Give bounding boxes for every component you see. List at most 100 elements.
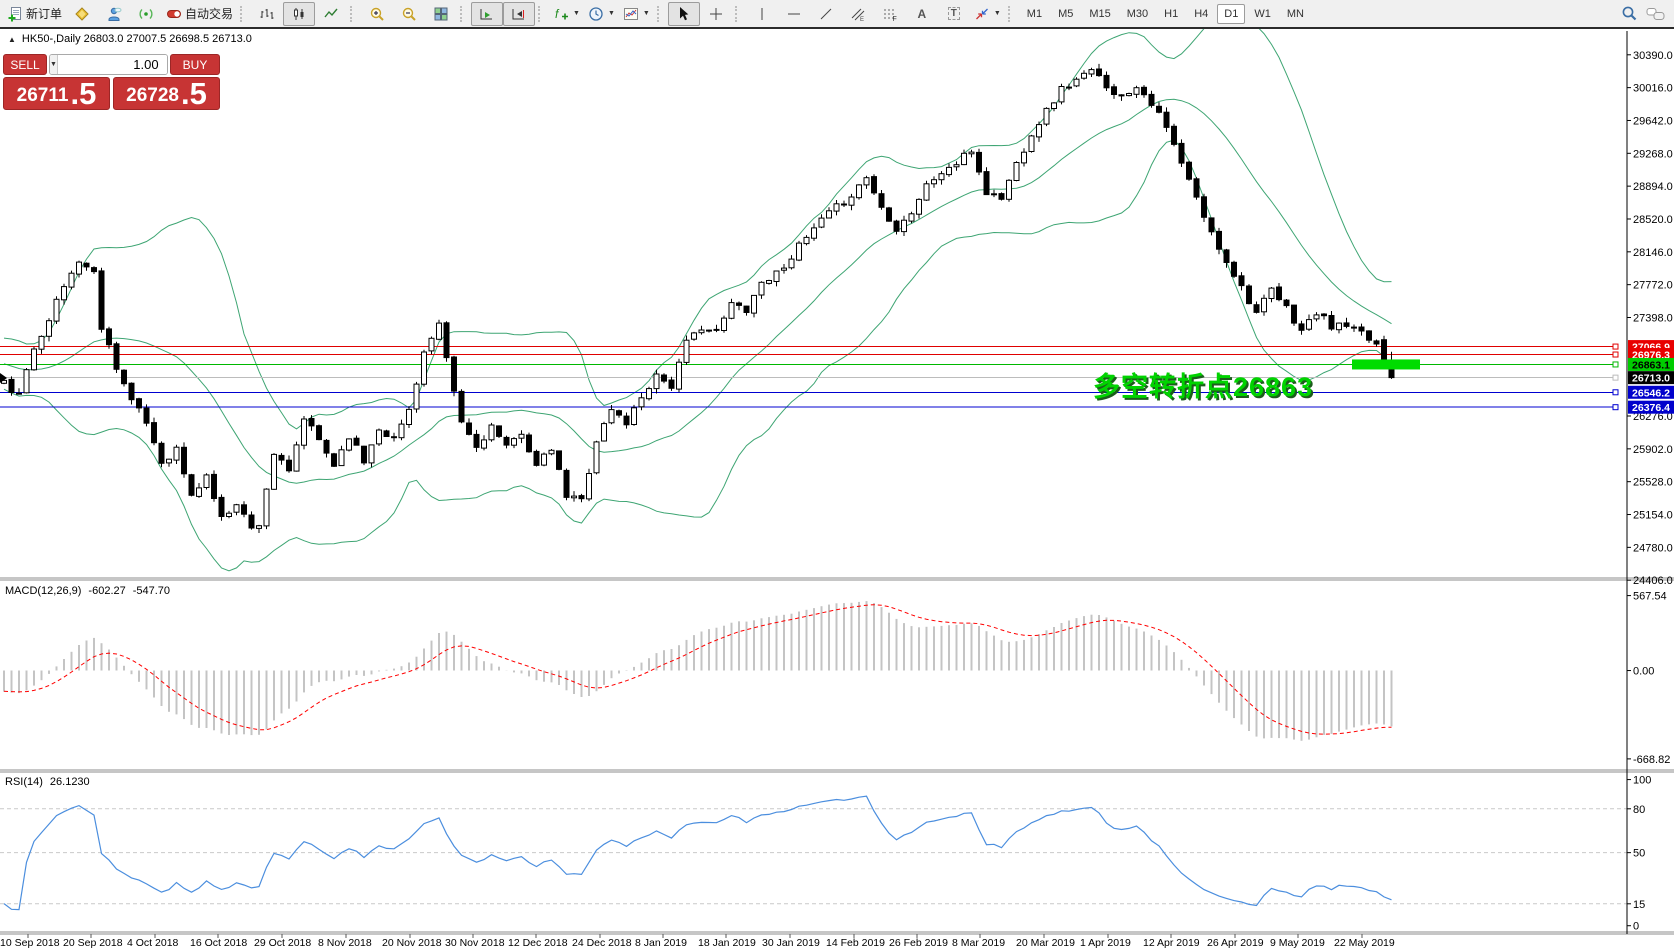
candle-body bbox=[1051, 102, 1057, 110]
candle-body bbox=[1103, 74, 1110, 89]
text-label-icon: T bbox=[947, 7, 960, 20]
candle-body bbox=[848, 196, 855, 206]
candle-body bbox=[466, 422, 472, 435]
indicators-list-button[interactable]: f ▼ bbox=[549, 2, 584, 26]
trendline-tool-button[interactable] bbox=[810, 2, 842, 26]
candle-body bbox=[8, 378, 15, 393]
templates-button[interactable]: ▼ bbox=[619, 2, 654, 26]
candle-body bbox=[376, 429, 382, 445]
price-tick-label: 26276.0 bbox=[1633, 411, 1673, 423]
timeframe-button-m15[interactable]: M15 bbox=[1089, 7, 1111, 20]
candle-body bbox=[916, 198, 922, 215]
candle-body bbox=[1021, 151, 1027, 164]
diamond-icon bbox=[75, 6, 89, 21]
price-flag-bg bbox=[1628, 371, 1674, 385]
new-order-label: 新订单 bbox=[26, 7, 63, 21]
horizontal-line-tool-button[interactable] bbox=[778, 2, 810, 26]
buy-price-display[interactable]: 26728 .5 bbox=[113, 77, 220, 110]
vertical-line-tool-button[interactable] bbox=[746, 2, 778, 26]
metaeditor-button[interactable] bbox=[66, 2, 98, 26]
community-button[interactable] bbox=[98, 2, 130, 26]
candle-body bbox=[721, 317, 727, 332]
tile-windows-button[interactable] bbox=[425, 2, 457, 26]
chart-window: 30390.0 30016.0 29642.0 29268.0 28894.0 28520… bbox=[0, 27, 1674, 949]
price-tick-label: 27772.0 bbox=[1633, 280, 1673, 292]
trendline-icon bbox=[820, 8, 832, 19]
timeframe-button-mn[interactable]: MN bbox=[1286, 7, 1304, 20]
candle-body bbox=[286, 459, 292, 472]
sell-price-display[interactable]: 26711 .5 bbox=[3, 77, 110, 110]
zoom-in-button[interactable] bbox=[361, 2, 393, 26]
date-label: 30 Jan 2019 bbox=[762, 937, 820, 949]
date-label: 8 Mar 2019 bbox=[952, 937, 1005, 949]
toolbar-separator bbox=[240, 5, 246, 22]
autotrading-button[interactable]: 自动交易 bbox=[162, 2, 237, 26]
date-axis: 10 Sep 2018 20 Sep 2018 4 Oct 2018 16 Oct 2… bbox=[0, 934, 1395, 949]
chat-icon[interactable] bbox=[1646, 6, 1666, 22]
periods-button[interactable]: ▼ bbox=[584, 2, 619, 26]
timeframe-button-m1[interactable]: M1 bbox=[1026, 7, 1043, 20]
signals-button[interactable] bbox=[130, 2, 162, 26]
timeframe-button-w1[interactable]: W1 bbox=[1254, 7, 1271, 20]
candle-body bbox=[1193, 178, 1200, 198]
line-chart-button[interactable] bbox=[315, 2, 347, 26]
timeframe-button-m5[interactable]: M5 bbox=[1058, 7, 1074, 20]
arrows-tool-button[interactable]: ▼ bbox=[970, 2, 1005, 26]
candle-body bbox=[1171, 125, 1177, 145]
price-flag-label: 26863.1 bbox=[1632, 359, 1670, 371]
buy-button[interactable]: BUY bbox=[170, 54, 220, 75]
sell-price-frac: .5 bbox=[70, 76, 97, 111]
candle-body bbox=[938, 173, 945, 181]
candle-body bbox=[1006, 179, 1012, 200]
candle-body bbox=[128, 382, 135, 401]
price-tick-label: 24780.0 bbox=[1633, 542, 1673, 554]
sell-button[interactable]: SELL bbox=[3, 54, 47, 75]
candle-body bbox=[1088, 69, 1095, 75]
date-label: 20 Mar 2019 bbox=[1016, 937, 1075, 949]
zoom-in-icon bbox=[370, 7, 384, 21]
price-level-endpoint bbox=[1612, 404, 1619, 411]
candle-body bbox=[646, 388, 652, 400]
candle-body bbox=[361, 445, 367, 464]
candle-body bbox=[1208, 217, 1215, 233]
volume-decrease-button[interactable]: ▼ bbox=[50, 55, 58, 74]
candles-layer bbox=[1, 63, 1395, 533]
volume-input[interactable] bbox=[57, 55, 167, 74]
new-order-button[interactable]: 新订单 bbox=[3, 2, 66, 26]
fibonacci-tool-button[interactable]: F bbox=[874, 2, 906, 26]
auto-scroll-button[interactable] bbox=[471, 1, 504, 26]
candle-body bbox=[383, 430, 390, 437]
candle-body bbox=[1163, 111, 1170, 128]
timeframe-button-h4[interactable]: H4 bbox=[1194, 7, 1209, 20]
candle-body bbox=[961, 152, 967, 166]
candle-body bbox=[1276, 286, 1282, 301]
text-tool-button[interactable]: A bbox=[906, 2, 938, 26]
candle-body bbox=[1111, 86, 1117, 95]
cursor-tool-button[interactable] bbox=[667, 1, 700, 26]
date-label: 22 May 2019 bbox=[1334, 937, 1395, 949]
candlestick-chart-button[interactable] bbox=[283, 1, 316, 26]
timeframe-button-m30[interactable]: M30 bbox=[1126, 7, 1149, 20]
candle-body bbox=[781, 267, 787, 271]
timeframe-button-d1[interactable]: D1 bbox=[1217, 3, 1246, 24]
timeframe-button-h1[interactable]: H1 bbox=[1164, 7, 1179, 20]
candle-body bbox=[923, 183, 930, 201]
candle-body bbox=[511, 438, 517, 446]
candle-body bbox=[691, 332, 697, 340]
text-label-tool-button[interactable]: T bbox=[938, 2, 970, 26]
collapse-panel-arrow-icon[interactable]: ▲ bbox=[8, 34, 16, 44]
candle-body bbox=[953, 164, 960, 168]
rsi-tick-label: 80 bbox=[1633, 804, 1645, 816]
crosshair-tool-button[interactable] bbox=[700, 2, 732, 26]
candle-body bbox=[61, 286, 67, 301]
candle-body bbox=[1178, 142, 1185, 164]
candle-body bbox=[398, 423, 405, 439]
chart-shift-button[interactable] bbox=[503, 1, 536, 26]
zoom-out-button[interactable] bbox=[393, 2, 425, 26]
candle-body bbox=[1156, 105, 1162, 113]
candle-body bbox=[578, 495, 585, 500]
search-icon[interactable] bbox=[1621, 5, 1638, 22]
bar-chart-button[interactable] bbox=[251, 2, 283, 26]
channel-tool-button[interactable]: E bbox=[842, 2, 874, 26]
date-label: 12 Dec 2018 bbox=[508, 937, 568, 949]
